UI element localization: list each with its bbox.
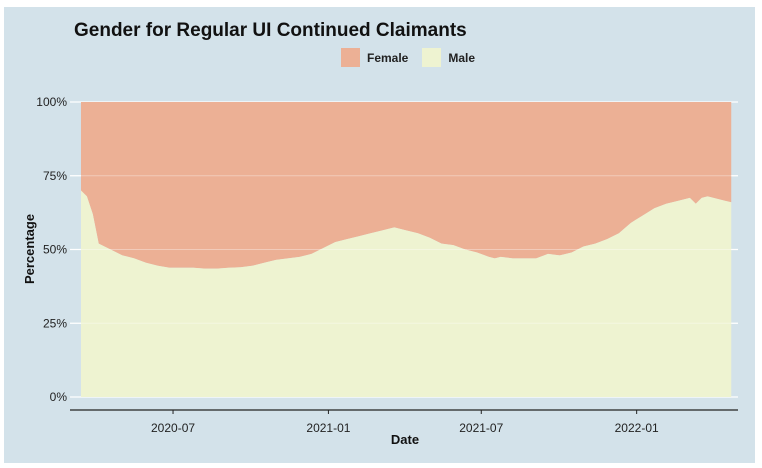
- legend-label: Male: [448, 50, 476, 65]
- x-tick-label: 2021-01: [306, 421, 350, 435]
- y-tick-label: 75%: [43, 169, 67, 183]
- x-axis-title: Date: [391, 432, 419, 447]
- male-area: [80, 190, 732, 397]
- legend-label: Female: [367, 50, 409, 65]
- legend-item-female: Female: [341, 48, 408, 67]
- y-axis-title: Percentage: [22, 214, 37, 284]
- y-tick-label: 0%: [50, 390, 68, 404]
- y-tick-label: 100%: [36, 95, 67, 109]
- x-tick-label: 2021-07: [459, 421, 503, 435]
- legend-swatch: [422, 48, 442, 67]
- female-area: [80, 102, 732, 269]
- chart-title: Gender for Regular UI Continued Claimant…: [74, 20, 467, 41]
- y-tick-label: 50%: [43, 243, 67, 257]
- legend-item-male: Male: [422, 48, 475, 67]
- y-tick-label: 25%: [43, 316, 67, 330]
- x-tick-label: 2022-01: [615, 421, 659, 435]
- x-tick-label: 2020-07: [151, 421, 195, 435]
- legend: Female Male: [341, 48, 489, 67]
- legend-swatch: [341, 48, 360, 67]
